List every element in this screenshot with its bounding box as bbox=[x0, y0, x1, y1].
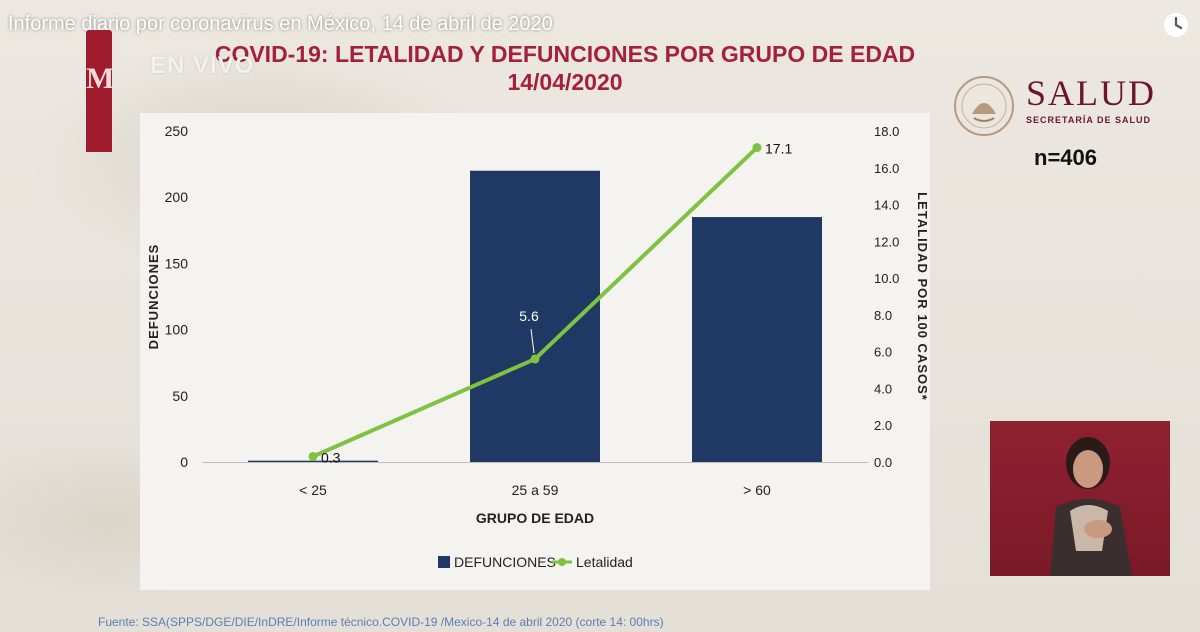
bar-defunciones-2 bbox=[692, 217, 822, 462]
chart: 0 50 100 150 200 250 0.0 2.0 4.0 6.0 8.0 10.0 12.0 14… bbox=[146, 123, 930, 570]
y-tick-label: 100 bbox=[165, 322, 189, 338]
data-label-leader bbox=[530, 328, 535, 354]
data-label-letalidad-2: 17.1 bbox=[765, 141, 792, 157]
x-axis-title: GRUPO DE EDAD bbox=[476, 510, 594, 526]
interpreter-figure bbox=[1050, 437, 1132, 576]
y2-axis-title: LETALIDAD POR 100 CASOS* bbox=[915, 192, 930, 401]
chart-title-date: 14/04/2020 bbox=[507, 69, 623, 95]
legend-label-defunciones: DEFUNCIONES bbox=[454, 554, 556, 570]
y2-tick-label: 4.0 bbox=[874, 381, 892, 396]
bar-defunciones-0 bbox=[248, 460, 378, 462]
y2-tick-label: 16.0 bbox=[874, 161, 899, 176]
y2-tick-label: 2.0 bbox=[874, 418, 892, 433]
source-note: Fuente: SSA(SPPS/DGE/DIE/InDRE/Informe t… bbox=[98, 615, 664, 629]
video-title[interactable]: Informe diario por coronavirus en México… bbox=[8, 13, 553, 35]
legend-swatch-defunciones bbox=[438, 556, 450, 568]
y2-tick-label: 14.0 bbox=[874, 198, 899, 213]
chart-panel: 0 50 100 150 200 250 0.0 2.0 4.0 6.0 8.0 10.0 12.0 14… bbox=[140, 113, 930, 590]
sample-size-label: n=406 bbox=[1034, 145, 1097, 170]
y-tick-label: 50 bbox=[172, 388, 188, 404]
point-letalidad-0 bbox=[308, 451, 318, 461]
x-tick-label: < 25 bbox=[299, 482, 327, 498]
y2-tick-label: 6.0 bbox=[874, 345, 892, 360]
y-tick-label: 250 bbox=[165, 123, 189, 139]
legend-label-letalidad: Letalidad bbox=[576, 554, 633, 570]
y-tick-label: 150 bbox=[165, 255, 189, 271]
data-label-letalidad-0: 0.3 bbox=[321, 449, 341, 465]
y2-tick-label: 8.0 bbox=[874, 308, 892, 323]
point-letalidad-1 bbox=[530, 354, 540, 364]
watch-later-clock-icon[interactable] bbox=[1163, 12, 1189, 38]
legend-marker-letalidad bbox=[558, 558, 566, 566]
chart-title: COVID-19: LETALIDAD Y DEFUNCIONES POR GR… bbox=[140, 40, 990, 96]
point-letalidad-2 bbox=[752, 143, 762, 153]
live-label: EN VIVO bbox=[150, 52, 255, 79]
x-tick-label: > 60 bbox=[743, 482, 771, 498]
y2-tick-label: 18.0 bbox=[874, 124, 899, 139]
channel-logo-letter: M bbox=[86, 62, 115, 95]
brand-name: SALUD bbox=[1026, 73, 1157, 113]
data-label-letalidad-1: 5.6 bbox=[519, 308, 539, 324]
channel-logo: M bbox=[86, 30, 115, 152]
y2-tick-label: 12.0 bbox=[874, 234, 899, 249]
sign-language-interpreter-video bbox=[990, 421, 1170, 576]
x-tick-label: 25 a 59 bbox=[512, 482, 559, 498]
y-tick-label: 0 bbox=[180, 454, 188, 470]
chart-title-line1: COVID-19: LETALIDAD Y DEFUNCIONES POR GR… bbox=[214, 41, 916, 67]
y2-tick-label: 0.0 bbox=[874, 455, 892, 470]
y-axis-title: DEFUNCIONES bbox=[146, 244, 161, 350]
y2-tick-label: 10.0 bbox=[874, 271, 899, 286]
mexico-seal-icon bbox=[954, 76, 1014, 136]
y-tick-label: 200 bbox=[165, 189, 189, 205]
brand-subtitle: SECRETARÍA DE SALUD bbox=[1026, 115, 1152, 125]
